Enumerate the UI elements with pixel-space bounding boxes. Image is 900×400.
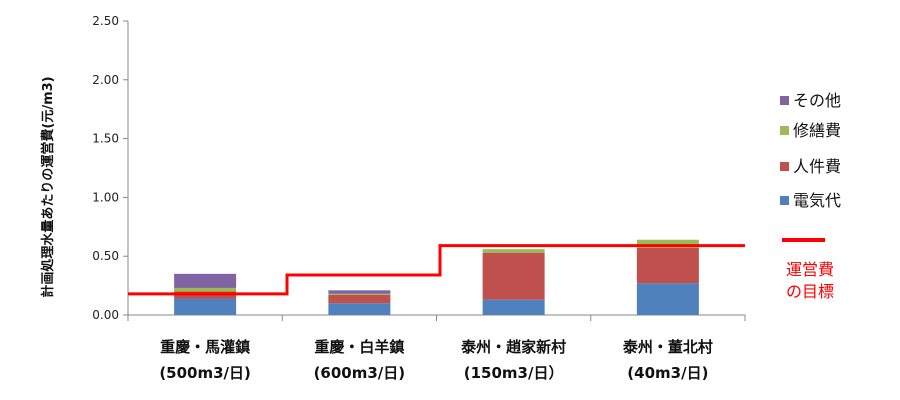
category-label-line2: (40m3/日) — [627, 364, 708, 382]
target-step-line — [128, 244, 745, 296]
y-tick-label: 2.50 — [92, 14, 119, 28]
bar-segment-2-3 — [636, 239, 699, 248]
bar-segment-1-3 — [636, 247, 699, 284]
bar-segment-0-2 — [482, 299, 545, 315]
y-axis-label: 計画処理水量あたりの運営費(元/m3) — [40, 76, 56, 297]
bar-segment-3-0 — [174, 273, 237, 288]
bar-segment-0-1 — [328, 303, 391, 315]
category-label-line2: (500m3/日) — [159, 364, 251, 382]
category-label-line1: 重慶・馬灌鎮 — [160, 338, 250, 356]
bar-segment-3-1 — [328, 290, 391, 294]
legend-swatch — [780, 162, 789, 171]
y-tick-label: 1.00 — [92, 190, 119, 204]
category-label-line2: (150m3/日） — [464, 364, 564, 382]
legend-label: 修繕費 — [793, 121, 841, 140]
legend-swatch — [780, 96, 789, 105]
bar-segment-2-2 — [482, 249, 545, 253]
bar-segment-0-0 — [174, 298, 237, 315]
bar-segment-2-0 — [174, 287, 237, 292]
category-label-line1: 泰州・趙家新村 — [460, 338, 566, 356]
legend-label: その他 — [793, 91, 841, 110]
bar-segment-0-3 — [636, 283, 699, 315]
category-label-line1: 泰州・董北村 — [622, 338, 713, 356]
category-label-line1: 重慶・白羊鎮 — [314, 338, 404, 356]
target-label-line2: の目標 — [786, 282, 834, 301]
bars — [174, 239, 699, 315]
legend-label: 電気代 — [793, 191, 841, 210]
y-tick-label: 1.50 — [92, 132, 119, 146]
legend-swatch — [780, 126, 789, 135]
y-tick-label: 0.00 — [92, 308, 119, 322]
y-tick-label: 2.00 — [92, 73, 119, 87]
category-labels: 重慶・馬灌鎮 (500m3/日) 重慶・白羊鎮 (600m3/日) 泰州・趙家新村 (15… — [159, 338, 713, 382]
bar-segment-2-1 — [328, 293, 391, 296]
bar-segment-1-2 — [482, 252, 545, 300]
legend-label: 人件費 — [793, 157, 841, 176]
legend-swatch — [780, 196, 789, 205]
target-line — [128, 244, 745, 296]
bar-segment-1-1 — [328, 295, 391, 304]
target-label-line1: 運営費 — [786, 260, 834, 279]
y-tick-label: 0.50 — [92, 249, 119, 263]
category-label-line2: (600m3/日) — [314, 364, 406, 382]
